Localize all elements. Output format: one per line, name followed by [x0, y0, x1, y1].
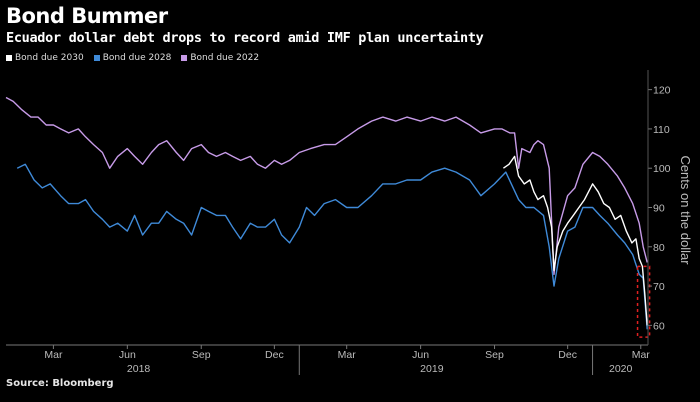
- y-tick-label: 110: [653, 124, 670, 136]
- legend-item-2022: Bond due 2022: [181, 53, 259, 63]
- x-tick-label: Jun: [119, 349, 136, 361]
- x-tick-label: Sep: [485, 349, 504, 361]
- legend-item-2028: Bond due 2028: [93, 53, 172, 63]
- plot-area: [5, 96, 651, 338]
- x-year-label: 2020: [609, 363, 633, 375]
- y-tick-label: 70: [653, 281, 665, 293]
- chart-subtitle: Ecuador dollar debt drops to record amid…: [6, 30, 484, 46]
- chart-legend: Bond due 2030 Bond due 2028 Bond due 202…: [6, 53, 259, 63]
- x-tick-label: Mar: [44, 349, 63, 361]
- axes: 60 70 80 90 100 110 120 Mar Jun Sep Dec Mar Jun Sep De…: [6, 70, 671, 375]
- legend-swatch-2028: [93, 55, 100, 61]
- x-tick-label: Mar: [338, 349, 357, 361]
- annotation-box: [636, 265, 651, 338]
- y-tick-label: 100: [653, 163, 671, 175]
- chart-title: Bond Bummer: [6, 4, 168, 28]
- legend-label-2022: Bond due 2022: [190, 53, 260, 63]
- legend-item-2030: Bond due 2030: [6, 53, 84, 63]
- x-tick-label: Sep: [192, 349, 211, 361]
- y-tick-label: 120: [653, 85, 671, 97]
- series-line-bond-due-2030: [502, 155, 648, 326]
- x-tick-label: Dec: [265, 349, 284, 361]
- legend-label-2028: Bond due 2028: [102, 53, 172, 63]
- source-note: Source: Bloomberg: [6, 378, 114, 389]
- y-tick-label: 60: [653, 320, 665, 332]
- y-tick-label: 90: [653, 203, 665, 215]
- x-year-label: 2019: [420, 363, 444, 375]
- legend-swatch-2022: [181, 55, 188, 61]
- y-tick-label: 80: [653, 242, 665, 254]
- legend-label-2030: Bond due 2030: [15, 53, 84, 63]
- series-line-bond-due-2028: [16, 163, 648, 330]
- series-line-bond-due-2022: [5, 96, 648, 275]
- x-tick-label: Dec: [558, 349, 577, 361]
- x-tick-label: Mar: [632, 349, 651, 361]
- legend-swatch-2030: [6, 55, 12, 61]
- x-year-label: 2018: [127, 363, 151, 375]
- y-axis-label: Cents on the dollar: [678, 155, 693, 265]
- x-tick-label: Jun: [412, 349, 429, 361]
